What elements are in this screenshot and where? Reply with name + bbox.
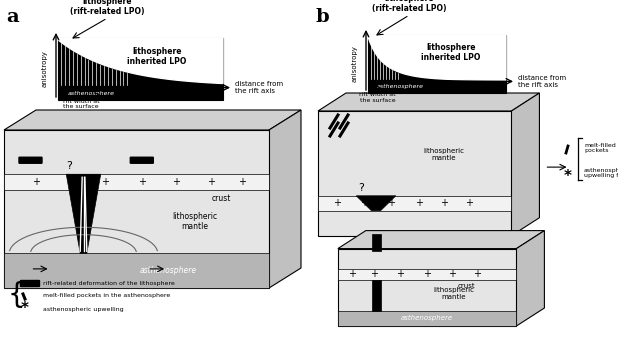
Text: +: + (415, 198, 423, 208)
Text: asthenosphere: asthenosphere (140, 266, 197, 275)
Text: +: + (138, 177, 146, 187)
Bar (338, 310, 517, 326)
Text: +: + (206, 177, 214, 187)
FancyBboxPatch shape (130, 157, 153, 163)
Text: *: * (564, 168, 572, 183)
Text: ?: ? (358, 183, 364, 193)
Text: +: + (423, 269, 431, 279)
Text: *: * (21, 301, 29, 316)
Bar (58, 38, 223, 100)
Text: crust: crust (457, 283, 475, 288)
Text: distance from
the rift axis: distance from the rift axis (235, 81, 283, 94)
Text: asthenosphere: asthenosphere (68, 91, 115, 96)
Text: +: + (387, 198, 396, 208)
Bar (318, 196, 512, 211)
Polygon shape (4, 110, 301, 130)
Polygon shape (269, 110, 301, 288)
Text: +: + (333, 198, 341, 208)
Text: +: + (370, 269, 378, 279)
Bar (371, 279, 381, 310)
Text: rift-related deformation of the lithosphere: rift-related deformation of the lithosph… (43, 282, 175, 286)
Bar (4, 253, 269, 288)
Bar (368, 35, 506, 93)
Text: ?: ? (67, 161, 72, 171)
Text: +: + (473, 269, 481, 279)
Text: anisotropy: anisotropy (352, 46, 358, 82)
Text: +: + (396, 269, 404, 279)
Text: +: + (239, 177, 247, 187)
Text: lithosphere
(rift-related LPO): lithosphere (rift-related LPO) (372, 0, 447, 13)
Text: asthenosphere: asthenosphere (376, 84, 423, 89)
FancyBboxPatch shape (19, 157, 42, 163)
Polygon shape (512, 93, 540, 236)
Text: asthenospheric
upwelling flow: asthenospheric upwelling flow (584, 168, 618, 179)
Polygon shape (338, 248, 517, 326)
Text: rift width at
the surface: rift width at the surface (63, 98, 99, 109)
Polygon shape (338, 231, 544, 248)
Text: b: b (316, 8, 329, 26)
Polygon shape (58, 38, 223, 84)
Text: distance from
the rift axis: distance from the rift axis (518, 75, 566, 88)
Polygon shape (66, 174, 101, 253)
Text: +: + (360, 198, 368, 208)
Text: {: { (8, 281, 25, 309)
Text: +: + (465, 198, 473, 208)
Text: asthenospheric upwelling: asthenospheric upwelling (43, 307, 124, 311)
Text: a: a (6, 8, 19, 26)
Text: lithospheric
mantle: lithospheric mantle (423, 148, 464, 161)
Text: lithosphere
(rift-related LPO): lithosphere (rift-related LPO) (70, 0, 145, 16)
Text: +: + (448, 269, 456, 279)
Polygon shape (318, 93, 540, 111)
Text: lithosphere
inherited LPO: lithosphere inherited LPO (127, 47, 187, 66)
Text: lithosphere
inherited LPO: lithosphere inherited LPO (421, 43, 480, 62)
Polygon shape (4, 130, 269, 288)
Text: anisotropy: anisotropy (42, 50, 48, 87)
Text: +: + (348, 269, 356, 279)
Bar (371, 234, 381, 251)
Polygon shape (517, 231, 544, 326)
Text: crust: crust (211, 194, 231, 203)
Text: +: + (440, 198, 447, 208)
Text: melt-filled
pockets: melt-filled pockets (584, 143, 616, 153)
Text: +: + (172, 177, 180, 187)
Text: asthenosphere: asthenosphere (401, 315, 453, 321)
Text: lithospheric
mantle: lithospheric mantle (433, 287, 475, 300)
FancyBboxPatch shape (20, 280, 40, 286)
Bar (338, 269, 517, 279)
Bar (4, 174, 269, 190)
Text: lithospheric
mantle: lithospheric mantle (172, 212, 218, 231)
Text: +: + (32, 177, 40, 187)
Polygon shape (356, 196, 396, 211)
Text: melt-filled pockets in the asthenosphere: melt-filled pockets in the asthenosphere (43, 293, 170, 299)
Polygon shape (368, 35, 506, 80)
Polygon shape (318, 111, 512, 236)
Text: +: + (101, 177, 109, 187)
Text: rift width at
the surface: rift width at the surface (359, 93, 396, 103)
